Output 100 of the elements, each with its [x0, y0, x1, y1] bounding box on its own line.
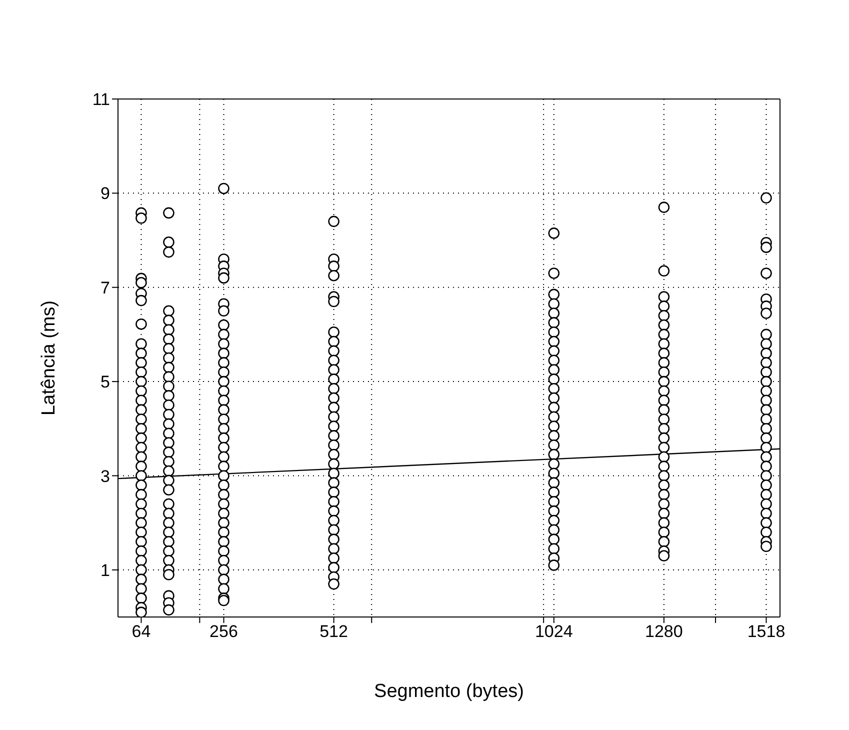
point [658, 348, 670, 359]
x-tick-label: 1024 [534, 622, 573, 642]
point [328, 534, 340, 545]
point [548, 374, 560, 385]
point [658, 404, 670, 416]
point [163, 498, 174, 510]
point [548, 402, 560, 414]
point [163, 418, 174, 430]
point [548, 420, 560, 432]
point [163, 334, 174, 345]
point [658, 470, 670, 482]
point [218, 460, 230, 472]
point [328, 345, 340, 357]
point [658, 460, 670, 472]
point [218, 451, 230, 463]
point [548, 288, 560, 300]
point [163, 324, 174, 336]
point [218, 442, 230, 454]
y-tick-label: 11 [92, 90, 110, 110]
point [328, 364, 340, 376]
point [328, 439, 340, 451]
point [136, 394, 147, 406]
point [548, 298, 560, 310]
point [760, 357, 772, 368]
point [163, 236, 174, 248]
point [136, 357, 147, 368]
point [760, 338, 772, 350]
point [328, 448, 340, 460]
point [163, 568, 174, 580]
point [163, 428, 174, 439]
point [218, 422, 230, 434]
point [328, 392, 340, 404]
point [658, 385, 670, 397]
x-tick-label: 1518 [747, 622, 786, 642]
point [548, 364, 560, 376]
point [658, 310, 670, 322]
point [218, 357, 230, 368]
point [218, 564, 230, 576]
point [218, 272, 230, 284]
point [218, 366, 230, 378]
point [328, 458, 340, 470]
x-tick-label: 256 [210, 622, 238, 642]
point [658, 357, 670, 368]
point [760, 451, 772, 463]
point [163, 399, 174, 411]
point [218, 488, 230, 500]
point [163, 342, 174, 354]
point [163, 437, 174, 448]
point [328, 430, 340, 442]
point [328, 260, 340, 272]
point [163, 362, 174, 374]
point [760, 366, 772, 378]
point [548, 543, 560, 554]
point [163, 408, 174, 420]
point [136, 338, 147, 350]
point [136, 422, 147, 434]
point [218, 182, 230, 194]
y-tick-label: 1 [100, 560, 110, 580]
point [163, 446, 174, 458]
point [658, 517, 670, 528]
point [136, 554, 147, 566]
point [658, 432, 670, 444]
point [658, 394, 670, 406]
point [163, 484, 174, 496]
point [548, 448, 560, 460]
point [760, 488, 772, 500]
point [218, 319, 230, 331]
point [760, 348, 772, 359]
point [163, 517, 174, 528]
point [136, 451, 147, 463]
point [548, 430, 560, 442]
point [760, 422, 772, 434]
point [163, 390, 174, 402]
point [658, 338, 670, 350]
point [163, 352, 174, 364]
point [760, 268, 772, 279]
point [548, 524, 560, 536]
point [548, 228, 560, 239]
point [218, 508, 230, 520]
point [658, 300, 670, 312]
y-tick-label: 7 [100, 278, 110, 298]
point [136, 470, 147, 482]
point [658, 202, 670, 213]
point [163, 474, 174, 486]
point [548, 268, 560, 279]
point [328, 326, 340, 338]
point [218, 470, 230, 482]
point [658, 442, 670, 454]
point [136, 366, 147, 378]
point [328, 270, 340, 282]
point [658, 536, 670, 548]
point [760, 460, 772, 472]
point [658, 508, 670, 520]
point [163, 207, 174, 219]
point [548, 534, 560, 545]
point [760, 526, 772, 538]
point [218, 583, 230, 594]
point [163, 305, 174, 317]
point [163, 456, 174, 468]
point [136, 442, 147, 454]
